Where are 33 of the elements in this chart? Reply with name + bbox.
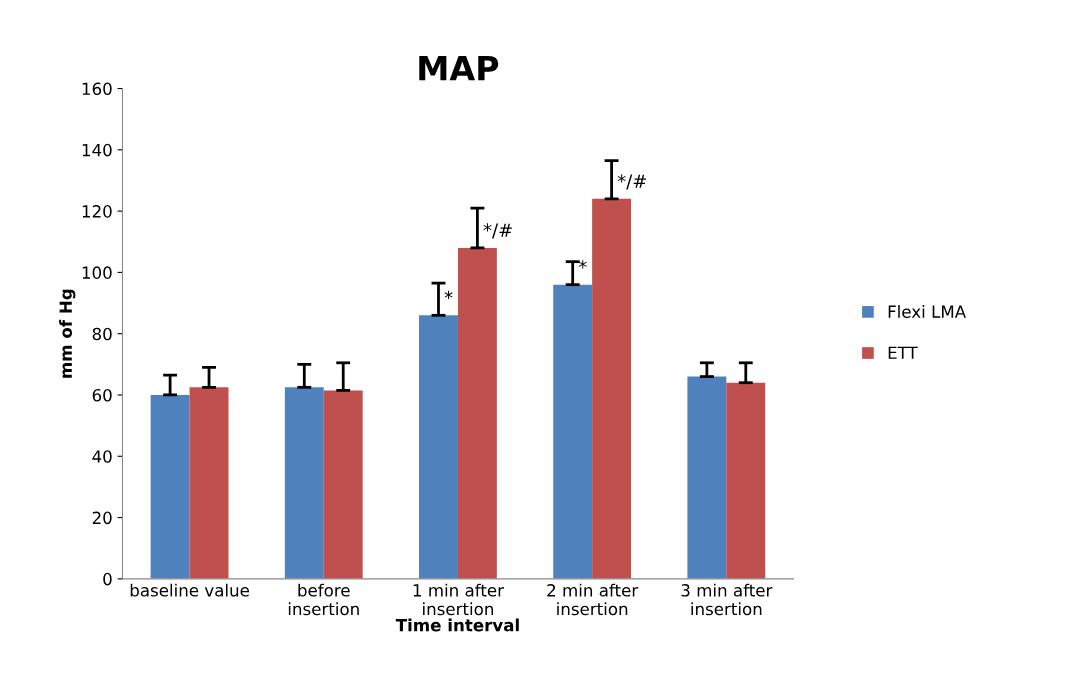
- x-tick-label: before insertion: [288, 583, 359, 616]
- chart-title: MAP: [419, 55, 499, 81]
- bar: [687, 376, 727, 579]
- bar: [592, 198, 632, 579]
- legend-label: ETT: [888, 346, 918, 359]
- y-tick-label: 0: [103, 572, 112, 586]
- y-tick-label: 40: [92, 450, 112, 463]
- y-tick-label: 120: [82, 205, 112, 218]
- x-tick-label: 1 min after insertion: [413, 583, 504, 616]
- y-tick-label: 80: [92, 327, 112, 341]
- annotation: */#: [617, 174, 647, 190]
- bar: [726, 382, 766, 579]
- bar: [553, 284, 593, 579]
- y-tick-label: 160: [82, 82, 112, 96]
- y-axis-title: mm of Hg: [59, 289, 76, 378]
- bar: [284, 387, 324, 579]
- x-tick-label: 3 min after insertion: [681, 583, 773, 616]
- legend-label: Flexi LMA: [888, 305, 966, 318]
- bar: [419, 315, 458, 579]
- x-tick-label: 2 min after insertion: [547, 583, 639, 616]
- y-tick-label: 100: [82, 266, 112, 279]
- y-tick-label: 140: [82, 143, 112, 157]
- x-axis-title: Time interval: [395, 618, 519, 632]
- bar: [457, 247, 497, 579]
- bar: [323, 390, 363, 579]
- y-tick-label: 20: [92, 511, 112, 525]
- bar: [150, 394, 190, 579]
- annotation: *: [444, 290, 453, 300]
- y-tick-label: 60: [92, 388, 112, 402]
- annotation: */#: [483, 223, 512, 239]
- annotation: *: [578, 260, 587, 269]
- bar: [189, 387, 229, 579]
- x-tick-label: baseline value: [130, 583, 249, 597]
